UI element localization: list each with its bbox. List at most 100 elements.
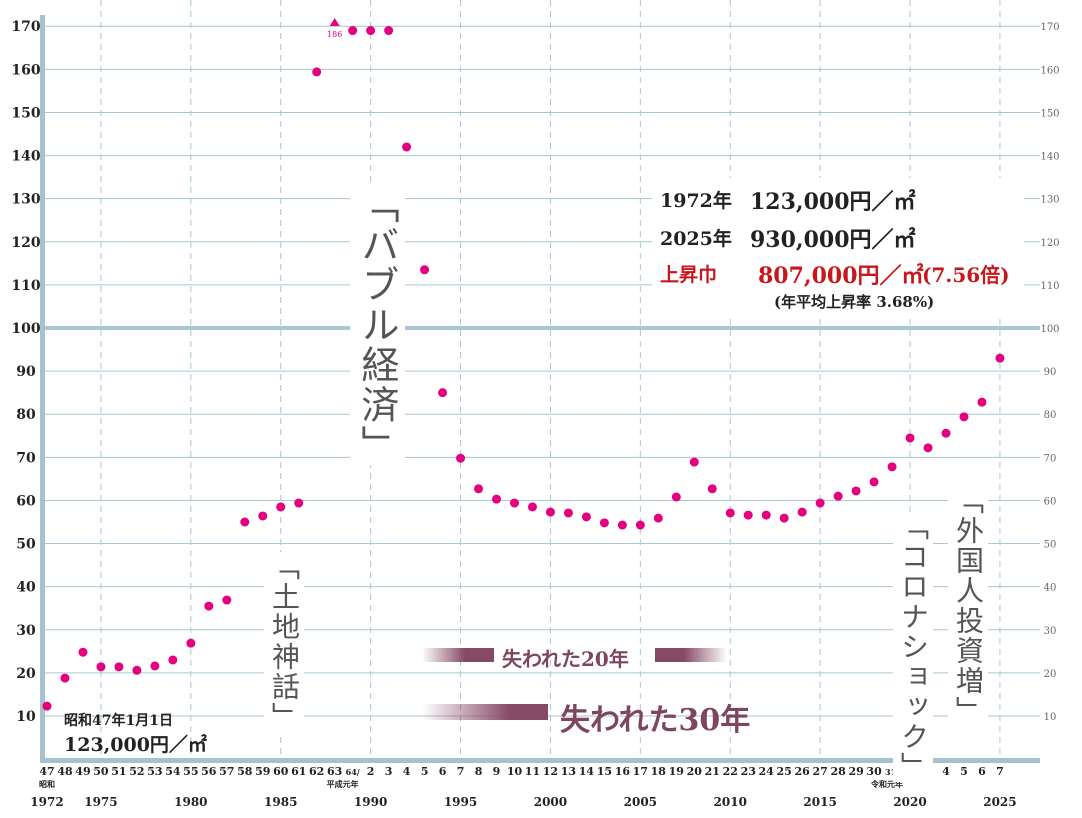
data-point xyxy=(959,412,969,422)
y-tick-label-left: 140 xyxy=(11,149,40,165)
offscale-value-label: 186 xyxy=(327,30,342,39)
data-point xyxy=(402,142,412,152)
data-point xyxy=(492,494,501,504)
x-tick-label-era: 28 xyxy=(830,765,846,778)
data-point xyxy=(150,661,160,671)
x-tick-label-era: 11 xyxy=(525,765,540,778)
y-tick-label-left: 150 xyxy=(11,105,40,121)
x-tick-label-era: 21 xyxy=(705,765,720,778)
y-tick-label-left: 100 xyxy=(11,321,40,337)
x-tick-label-year: 1975 xyxy=(84,795,117,809)
data-point xyxy=(276,502,286,512)
data-point xyxy=(671,492,681,502)
y-tick-label-right: 10 xyxy=(1044,712,1057,723)
x-tick-label-era: 22 xyxy=(723,765,738,778)
x-tick-label-era: 30 xyxy=(866,765,882,778)
summary-box: 1972年 123,000円／㎡ 2025年 930,000円／㎡ 上昇巾 80… xyxy=(652,178,1024,314)
data-point xyxy=(60,673,70,683)
x-tick-label-era: 52 xyxy=(129,765,144,778)
y-tick-label-right: 120 xyxy=(1040,238,1059,249)
y-tick-label-right: 80 xyxy=(1044,410,1057,421)
y-tick-label-left: 10 xyxy=(16,709,36,725)
data-point xyxy=(689,457,699,467)
x-tick-label-era: 18 xyxy=(651,765,667,778)
x-tick-label-era: 13 xyxy=(561,765,576,778)
x-tick-label-era: 6 xyxy=(439,765,447,778)
data-point xyxy=(905,433,915,443)
x-tick-label-era: 25 xyxy=(777,765,792,778)
x-tick-label-era: 48 xyxy=(57,765,73,778)
x-tick-label-era: 6 xyxy=(978,765,986,778)
data-point xyxy=(456,453,466,463)
era-note-showa: 昭和 xyxy=(39,779,55,789)
x-tick-label-year: 1985 xyxy=(264,795,297,809)
y-tick-label-right: 140 xyxy=(1040,152,1059,163)
data-point xyxy=(761,510,771,520)
data-point xyxy=(78,647,88,657)
start-price: 123,000円／㎡ xyxy=(64,734,207,756)
y-tick-label-right: 60 xyxy=(1044,496,1057,507)
data-point xyxy=(420,265,430,275)
data-point xyxy=(222,595,232,605)
x-tick-label-era: 31/ xyxy=(885,767,899,777)
data-point xyxy=(977,397,987,407)
y-tick-label-left: 40 xyxy=(16,580,36,596)
data-point xyxy=(258,511,268,521)
summary-1972-value: 123,000円／㎡ xyxy=(750,189,916,215)
y-tick-label-right: 40 xyxy=(1044,583,1057,594)
x-tick-label-era: 61 xyxy=(291,765,306,778)
y-tick-label-right: 170 xyxy=(1040,22,1059,33)
x-tick-label-era: 53 xyxy=(147,765,162,778)
data-point xyxy=(563,508,573,518)
y-tick-label-left: 60 xyxy=(16,493,36,509)
data-point xyxy=(312,67,322,77)
x-tick-label-era: 51 xyxy=(111,765,126,778)
x-tick-label-year: 2025 xyxy=(983,795,1016,809)
y-tick-label-left: 120 xyxy=(11,235,40,251)
x-tick-label-era: 47 xyxy=(39,765,54,778)
data-point xyxy=(42,701,52,711)
x-tick-label-era: 60 xyxy=(273,765,289,778)
summary-increase-label: 上昇巾 xyxy=(660,264,718,286)
x-tick-label-era: 14 xyxy=(579,765,595,778)
data-point xyxy=(707,484,717,494)
x-tick-label-era: 17 xyxy=(633,765,648,778)
y-tick-label-right: 50 xyxy=(1044,540,1057,551)
x-tick-label-era: 10 xyxy=(507,765,523,778)
data-point xyxy=(348,26,358,36)
x-tick-label-era: 4 xyxy=(403,765,411,778)
y-tick-label-right: 150 xyxy=(1040,108,1059,119)
x-tick-label-year: 1995 xyxy=(444,795,477,809)
data-point xyxy=(743,510,753,520)
data-point xyxy=(509,498,519,508)
x-tick-label-era: 24 xyxy=(759,765,775,778)
x-tick-label-year: 1972 xyxy=(30,795,63,809)
data-point xyxy=(240,517,250,527)
data-point xyxy=(168,655,178,665)
y-tick-label-right: 90 xyxy=(1044,367,1057,378)
x-tick-label-year: 1990 xyxy=(354,795,387,809)
lost20-bar-left xyxy=(422,648,494,662)
x-tick-label-era: 57 xyxy=(219,765,234,778)
y-tick-label-left: 80 xyxy=(16,407,36,423)
start-date: 昭和47年1月1日 xyxy=(64,713,173,729)
x-tick-label-era: 20 xyxy=(687,765,703,778)
x-tick-label-era: 2 xyxy=(367,765,375,778)
x-tick-label-era: 27 xyxy=(812,765,827,778)
data-point xyxy=(725,508,735,518)
data-point xyxy=(815,498,825,508)
x-tick-label-era: 62 xyxy=(309,765,324,778)
y-tick-label-right: 130 xyxy=(1040,195,1059,206)
x-tick-label-era: 49 xyxy=(75,765,90,778)
x-tick-label-year: 1980 xyxy=(174,795,207,809)
y-tick-label-left: 20 xyxy=(16,666,36,682)
x-tick-label-era: 19 xyxy=(669,765,684,778)
data-point xyxy=(366,26,376,36)
summary-ratio: (7.56倍) xyxy=(922,263,1010,287)
x-tick-label-era: 15 xyxy=(597,765,612,778)
data-point xyxy=(635,520,645,530)
data-point xyxy=(114,662,124,672)
x-tick-label-era: 4 xyxy=(942,765,950,778)
